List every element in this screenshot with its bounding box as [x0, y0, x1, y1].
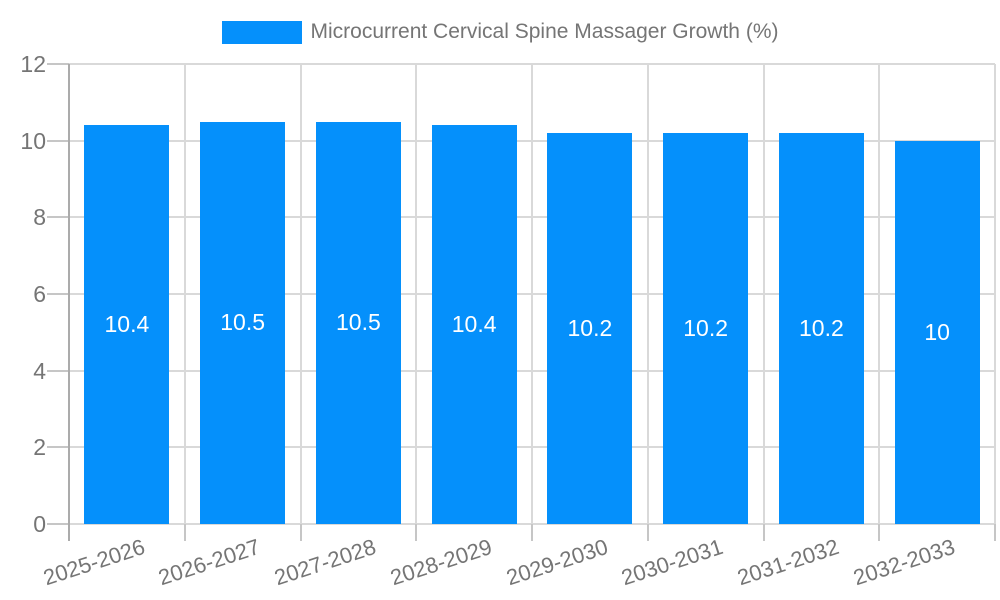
x-tick-label: 2032-2033: [850, 534, 958, 591]
x-tick-mark: [878, 524, 881, 541]
x-tick-mark: [415, 524, 418, 541]
y-tick-label: 4: [33, 357, 46, 384]
x-gridline: [994, 64, 996, 524]
y-tick-label: 2: [33, 434, 46, 461]
x-tick-label: 2027-2028: [271, 534, 380, 591]
x-gridline: [531, 64, 533, 524]
y-tick-label: 10: [20, 127, 46, 154]
y-tick-mark: [47, 523, 69, 525]
x-gridline: [646, 64, 649, 524]
x-tick-mark: [183, 524, 186, 541]
y-tick-label: 8: [33, 204, 46, 231]
bar-2028-2029: 10.4: [431, 125, 517, 524]
bar-2025-2026: 10.4: [84, 125, 170, 524]
x-tick-label: 2029-2030: [502, 534, 611, 591]
y-axis-line: [68, 64, 70, 541]
bar-2030-2031: 10.2: [663, 133, 749, 524]
bar-value-label: 10.4: [451, 311, 497, 338]
y-tick-mark: [47, 293, 69, 295]
bar-value-label: 10.2: [567, 315, 613, 341]
bar-2029-2030: 10.2: [547, 133, 633, 524]
y-tick-mark: [47, 446, 69, 449]
x-tick-label: 2030-2031: [618, 534, 727, 591]
x-tick-mark: [531, 524, 533, 541]
x-tick-label: 2031-2032: [734, 534, 843, 591]
bar-2026-2027: 10.5: [200, 121, 286, 524]
bar-value-label: 10.5: [335, 309, 381, 336]
y-tick-label: 6: [33, 281, 46, 307]
bar-2031-2032: 10.2: [778, 133, 864, 524]
x-gridline: [183, 64, 186, 524]
x-tick-mark: [299, 524, 302, 541]
y-tick-mark: [47, 139, 69, 142]
bar-value-label: 10.4: [104, 311, 150, 338]
x-tick-mark: [646, 524, 649, 541]
x-gridline: [878, 64, 881, 524]
y-tick-mark: [47, 216, 69, 219]
y-tick-mark: [47, 369, 69, 372]
bar-value-label: 10.2: [683, 315, 728, 341]
legend: Microcurrent Cervical Spine Massager Gro…: [0, 18, 1000, 46]
x-tick-label: 2025-2026: [39, 534, 148, 591]
x-tick-mark: [994, 524, 996, 541]
x-gridline: [762, 64, 765, 524]
y-tick-label: 12: [20, 51, 46, 77]
y-tick-label: 0: [33, 511, 46, 537]
bar-2027-2028: 10.5: [315, 121, 401, 524]
bar-value-label: 10.2: [798, 315, 844, 341]
bar-value-label: 10: [924, 318, 950, 345]
x-gridline: [415, 64, 418, 524]
x-tick-label: 2028-2029: [387, 534, 495, 591]
legend-label: Microcurrent Cervical Spine Massager Gro…: [310, 20, 779, 43]
legend-swatch: [221, 20, 302, 44]
bar-value-label: 10.5: [220, 309, 265, 336]
x-tick-label: 2026-2027: [155, 534, 264, 591]
y-tick-mark: [47, 63, 69, 65]
bar-2032-2033: 10: [894, 140, 980, 524]
x-gridline: [299, 64, 302, 524]
x-tick-mark: [762, 524, 765, 541]
